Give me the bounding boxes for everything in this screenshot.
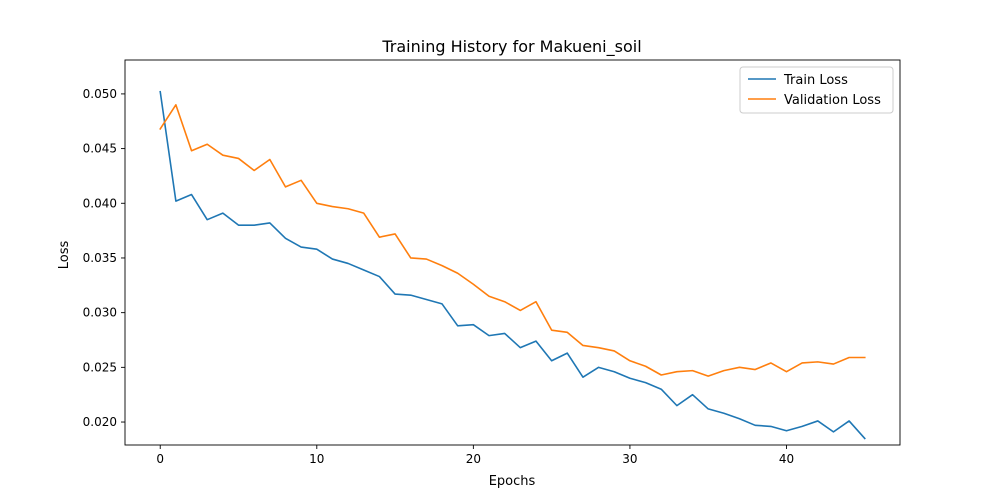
series-line-validation-loss <box>159 104 866 377</box>
y-tick-label: 0.020 <box>83 415 117 429</box>
y-tick-label: 0.040 <box>83 196 117 210</box>
series-line-train-loss <box>159 90 866 440</box>
y-tick-label: 0.025 <box>83 360 117 374</box>
legend-label: Validation Loss <box>784 93 881 108</box>
x-tick-label: 20 <box>466 452 481 466</box>
y-tick-label: 0.030 <box>83 306 117 320</box>
x-axis-label: Epochs <box>489 474 536 489</box>
y-tick-label: 0.035 <box>83 251 117 265</box>
x-tick-label: 30 <box>622 452 637 466</box>
y-tick-label: 0.045 <box>83 142 117 156</box>
chart-title: Training History for Makueni_soil <box>381 37 641 57</box>
axes-frame <box>124 59 901 446</box>
x-tick-label: 10 <box>309 452 324 466</box>
x-tick-label: 0 <box>156 452 164 466</box>
y-axis-label: Loss <box>57 241 72 270</box>
legend-label: Train Loss <box>783 73 848 88</box>
legend: Train Loss Validation Loss <box>739 66 894 114</box>
legend-box <box>739 66 894 114</box>
x-tick-label: 40 <box>779 452 794 466</box>
y-tick-label: 0.050 <box>83 87 117 101</box>
plot-area: 0 10 20 30 40 0.020 0.025 0.030 0.035 0.040 0.045 0… <box>83 59 901 466</box>
